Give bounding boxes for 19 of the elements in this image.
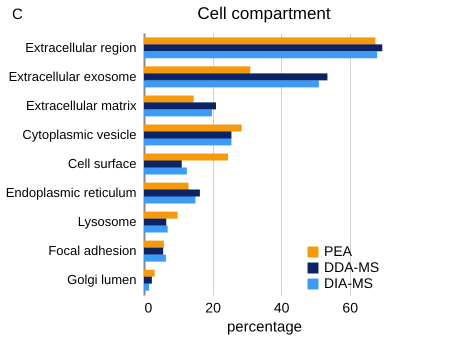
y-tick-label: Extracellular region bbox=[25, 40, 136, 55]
y-tick-label: Focal adhesion bbox=[48, 243, 136, 258]
x-tick-label: 0 bbox=[144, 300, 152, 316]
x-tick-label: 20 bbox=[205, 300, 222, 316]
y-tick-label: Extracellular matrix bbox=[26, 98, 137, 113]
y-tick-label: Endoplasmic reticulum bbox=[6, 185, 136, 200]
legend-label: DDA-MS bbox=[324, 259, 380, 275]
y-tick-label: Lysosome bbox=[78, 214, 136, 230]
legend-label: PEA bbox=[324, 243, 353, 259]
y-tick-label: Golgi lumen bbox=[67, 272, 136, 288]
chart-title: Cell compartment bbox=[197, 4, 331, 23]
y-tick-label: Cell surface bbox=[68, 156, 136, 171]
text: C bbox=[12, 6, 23, 23]
y-tick-label: Extracellular exosome bbox=[8, 68, 136, 84]
y-tick-label: Cytoplasmic vesicle bbox=[22, 126, 136, 142]
x-tick-label: 40 bbox=[274, 300, 290, 316]
x-tick-label: 60 bbox=[342, 300, 358, 316]
legend-label: DIA-MS bbox=[324, 275, 373, 291]
x-axis-title: percentage bbox=[226, 318, 302, 336]
